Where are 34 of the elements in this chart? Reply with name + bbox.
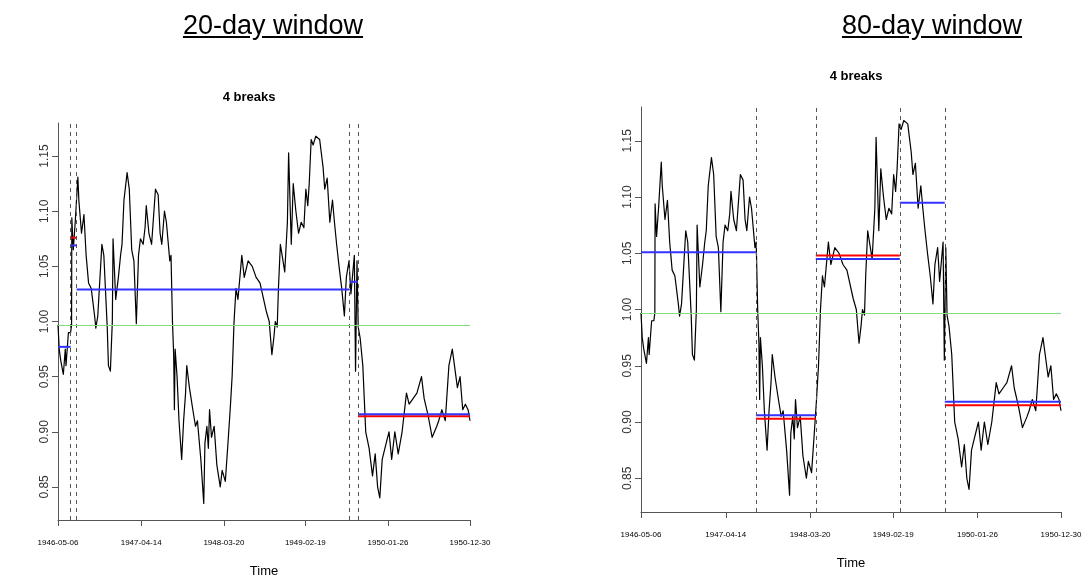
x-tick-label: 1948-03-20	[789, 529, 832, 539]
y-tick-label: 1.10	[37, 199, 51, 223]
x-tick-label: 1949-02-19	[872, 529, 915, 539]
x-tick-label: 1947-04-14	[120, 537, 163, 547]
x-tick-label: 1950-12-30	[449, 537, 492, 547]
x-tick-label: 1946-05-06	[620, 529, 663, 539]
y-tick-label: 1.00	[620, 297, 634, 322]
x-axis-title: Time	[249, 563, 279, 578]
x-tick-label: 1950-12-30	[1040, 529, 1083, 539]
x-axis-title: Time	[836, 555, 866, 570]
y-tick-label: 1.10	[620, 185, 634, 209]
line-series	[57, 135, 471, 505]
y-tick-label: 1.05	[620, 241, 634, 265]
line-series	[640, 119, 1062, 496]
chart-title: 20-day window	[182, 10, 364, 41]
x-tick-label: 1948-03-20	[203, 537, 245, 547]
y-tick-label: 0.95	[37, 364, 51, 389]
y-tick-label: 1.00	[37, 309, 51, 334]
chart-subtitle: 4 breaks	[222, 89, 276, 104]
x-tick-label: 1946-05-06	[37, 537, 80, 547]
chart-subtitle: 4 breaks	[829, 68, 883, 83]
x-tick-label: 1949-02-19	[284, 537, 327, 547]
y-tick-label: 0.90	[620, 410, 634, 434]
y-tick-label: 1.15	[37, 144, 51, 168]
y-tick-label: 0.85	[620, 466, 634, 490]
y-tick-label: 0.90	[37, 419, 51, 444]
y-tick-label: 0.95	[620, 353, 634, 378]
x-tick-label: 1950-01-26	[956, 529, 999, 539]
y-tick-label: 1.15	[620, 128, 634, 153]
x-tick-label: 1950-01-26	[367, 537, 410, 547]
x-tick-label: 1947-04-14	[705, 529, 747, 539]
y-tick-label: 1.05	[37, 254, 51, 279]
chart-title: 80-day window	[841, 10, 1023, 41]
y-tick-label: 0.85	[37, 474, 51, 499]
